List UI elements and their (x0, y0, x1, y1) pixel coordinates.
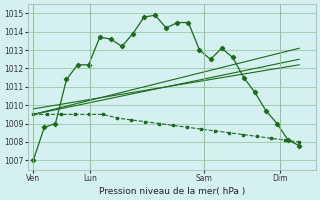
X-axis label: Pression niveau de la mer( hPa ): Pression niveau de la mer( hPa ) (99, 187, 245, 196)
